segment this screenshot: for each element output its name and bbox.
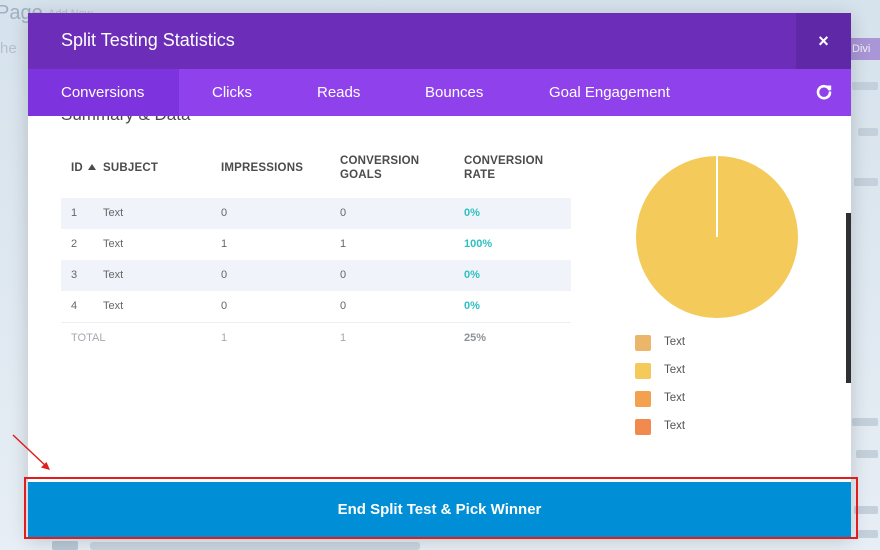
tab-conversions[interactable]: Conversions	[28, 69, 179, 116]
legend-label: Text	[664, 364, 686, 376]
table-row: 4 Text 0 0 0%	[61, 291, 571, 322]
header-id[interactable]: ID	[71, 162, 83, 174]
header-conversion-goals-line1: CONVERSION	[340, 155, 420, 167]
row-subject: Text	[103, 238, 124, 250]
legend-label: Text	[664, 420, 686, 432]
annotation-arrow-icon	[12, 434, 50, 470]
row-rate: 100%	[464, 238, 493, 250]
table-row: 3 Text 0 0 0%	[61, 260, 571, 291]
row-id: 2	[71, 238, 78, 250]
row-impressions: 0	[221, 207, 228, 219]
row-impressions: 0	[221, 269, 228, 281]
row-subject: Text	[103, 300, 124, 312]
row-goals: 0	[340, 207, 347, 219]
header-impressions[interactable]: IMPRESSIONS	[221, 162, 304, 174]
section-heading: Summary & Data	[61, 116, 190, 125]
legend-swatch	[635, 391, 651, 407]
header-conversion-rate-line1: CONVERSION	[464, 155, 544, 167]
modal-content: Summary & Data ID SUBJECT IMPRESSIONS CO…	[28, 116, 851, 479]
row-rate: 0%	[464, 269, 480, 281]
refresh-icon[interactable]	[815, 83, 833, 101]
split-testing-modal: Split Testing Statistics × Conversions C…	[28, 13, 851, 537]
table-total-row: TOTAL 1 1 25%	[61, 323, 571, 354]
row-subject: Text	[103, 207, 124, 219]
legend-swatch	[635, 335, 651, 351]
conversion-pie-chart	[636, 156, 798, 318]
legend-item: Text	[635, 363, 755, 381]
header-conversion-rate[interactable]: CONVERSION RATE	[464, 154, 543, 182]
close-button[interactable]: ×	[796, 13, 851, 69]
table-row: 2 Text 1 1 100%	[61, 229, 571, 260]
row-goals: 0	[340, 269, 347, 281]
legend-swatch	[635, 363, 651, 379]
legend-item: Text	[635, 391, 755, 409]
content-scrollbar[interactable]	[846, 213, 851, 383]
sort-asc-icon[interactable]	[88, 164, 96, 170]
row-id: 1	[71, 207, 78, 219]
stats-tabs: Conversions Clicks Reads Bounces Goal En…	[28, 69, 851, 116]
modal-header: Split Testing Statistics ×	[28, 13, 851, 69]
legend-label: Text	[664, 392, 686, 404]
total-rate: 25%	[464, 332, 487, 344]
tab-reads[interactable]: Reads	[317, 84, 361, 101]
total-goals: 1	[340, 332, 347, 344]
row-goals: 1	[340, 238, 347, 250]
legend-swatch	[635, 419, 651, 435]
total-label: TOTAL	[71, 332, 106, 344]
modal-title: Split Testing Statistics	[61, 30, 235, 50]
total-impressions: 1	[221, 332, 228, 344]
row-impressions: 0	[221, 300, 228, 312]
tab-clicks[interactable]: Clicks	[212, 84, 252, 101]
background-divi-tag: Divi	[849, 38, 880, 60]
background-side-text: he	[0, 40, 17, 57]
background-bottom-tag	[52, 541, 78, 550]
legend-item: Text	[635, 419, 755, 437]
tab-goal-engagement[interactable]: Goal Engagement	[549, 84, 670, 101]
header-conversion-rate-line2: RATE	[464, 169, 496, 181]
row-id: 4	[71, 300, 78, 312]
header-conversion-goals-line2: GOALS	[340, 169, 382, 181]
tab-bounces[interactable]: Bounces	[425, 84, 484, 101]
header-subject[interactable]: SUBJECT	[103, 162, 159, 174]
legend-label: Text	[664, 336, 686, 348]
legend-item: Text	[635, 335, 755, 353]
row-impressions: 1	[221, 238, 228, 250]
end-split-test-button[interactable]: End Split Test & Pick Winner	[28, 482, 851, 537]
background-bottom-bar	[90, 542, 420, 550]
row-rate: 0%	[464, 207, 480, 219]
row-rate: 0%	[464, 300, 480, 312]
table-row: 1 Text 0 0 0%	[61, 198, 571, 229]
table-divider	[61, 322, 571, 323]
row-goals: 0	[340, 300, 347, 312]
row-subject: Text	[103, 269, 124, 281]
row-id: 3	[71, 269, 78, 281]
header-conversion-goals[interactable]: CONVERSION GOALS	[340, 154, 419, 182]
highlight-box	[24, 477, 858, 539]
